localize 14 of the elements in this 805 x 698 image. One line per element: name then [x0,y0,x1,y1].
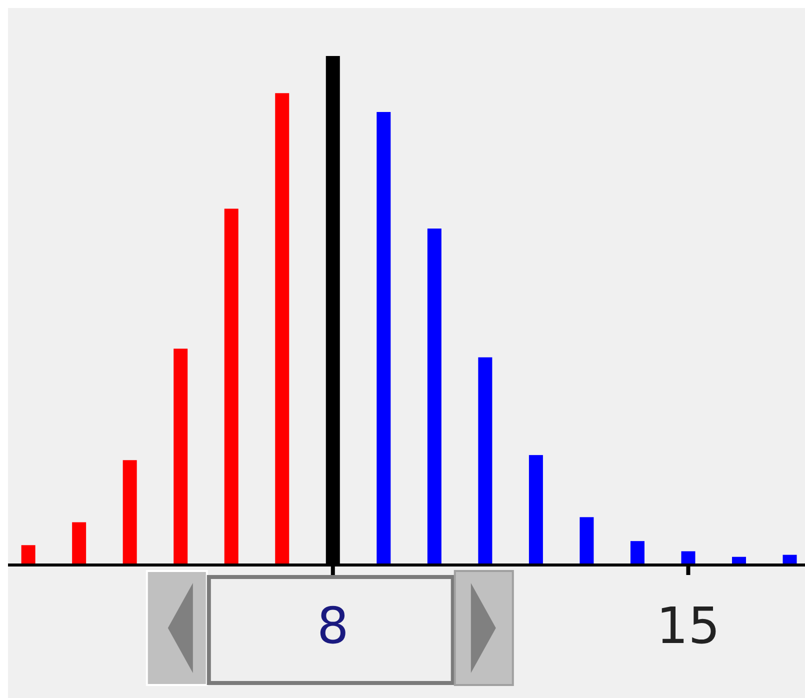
bar [376,112,391,565]
bar [174,348,188,565]
bar [478,357,492,565]
bar [275,93,290,565]
bar [580,517,594,565]
bar [224,208,238,565]
bar [72,522,86,565]
x-tick-label: 15 [656,597,720,655]
bar [427,228,442,565]
bar [528,455,543,565]
bar [630,541,644,565]
bar [21,545,36,565]
bar [122,460,137,565]
x-tick-label: 8 [316,597,349,655]
